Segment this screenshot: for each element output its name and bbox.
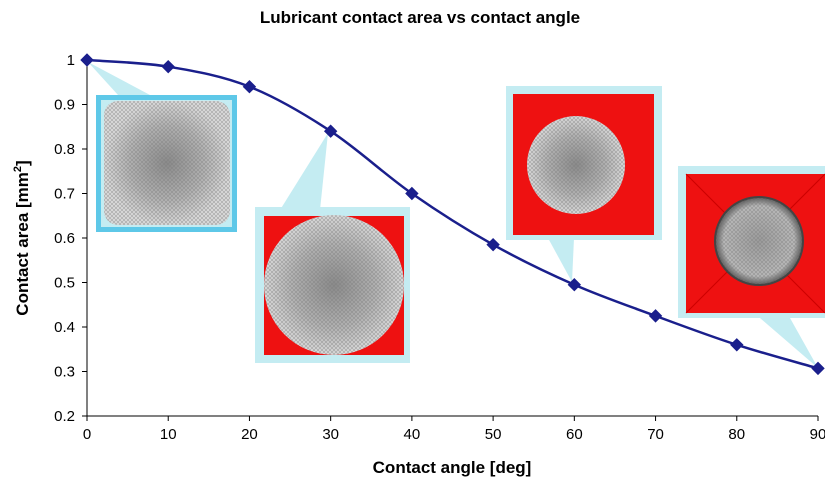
inset-image-90deg — [678, 166, 825, 368]
x-tick-label: 90 — [810, 426, 825, 443]
inset-images — [88, 62, 825, 368]
x-tick-label: 40 — [404, 426, 421, 443]
y-tick-label: 0.8 — [54, 141, 75, 158]
data-point-marker — [242, 79, 257, 94]
inset-image-60deg — [506, 86, 662, 282]
y-axis-label-main: Contact area [mm — [13, 172, 32, 316]
data-point-marker — [648, 309, 663, 323]
x-tick-label: 70 — [647, 426, 664, 443]
x-tick-label: 10 — [160, 426, 177, 443]
y-tick-label: 0.7 — [54, 186, 75, 203]
x-tick-label: 0 — [83, 426, 91, 443]
y-axis-label: Contact area [mm2] — [12, 160, 32, 315]
y-tick-label: 0.3 — [54, 364, 75, 381]
data-point-marker — [80, 53, 94, 67]
x-axis-label: Contact angle [deg] — [373, 458, 532, 477]
data-point-marker — [811, 361, 825, 376]
y-axis-label-end: ] — [13, 160, 32, 166]
data-point-marker — [161, 59, 175, 74]
y-tick-label: 0.5 — [54, 275, 75, 292]
data-point-marker — [486, 237, 500, 252]
series-line-group — [86, 58, 819, 370]
x-tick-label: 60 — [566, 426, 583, 443]
x-tick-label: 30 — [322, 426, 339, 443]
chart-title: Lubricant contact area vs contact angle — [260, 8, 580, 27]
data-point-marker — [567, 278, 582, 292]
y-tick-label: 0.2 — [54, 408, 75, 425]
y-ticks: 0.2 0.3 0.4 0.5 0.6 0.7 0.8 0.9 1 — [54, 52, 87, 425]
data-point-marker — [730, 338, 744, 352]
series-line — [86, 58, 819, 370]
x-tick-label: 20 — [241, 426, 258, 443]
x-tick-label: 80 — [728, 426, 745, 443]
y-tick-label: 1 — [67, 52, 75, 69]
x-ticks: 0 10 20 30 40 50 60 70 80 90 — [83, 416, 825, 443]
inset-image-30deg — [255, 133, 410, 363]
data-point-marker — [405, 186, 419, 201]
y-tick-label: 0.4 — [54, 319, 75, 336]
x-tick-label: 50 — [485, 426, 502, 443]
inset-image-0deg — [88, 62, 237, 232]
markers-group — [80, 53, 825, 376]
y-tick-label: 0.6 — [54, 230, 75, 247]
y-tick-label: 0.9 — [54, 97, 75, 114]
y-axis-label-sup: 2 — [12, 166, 24, 172]
data-point-marker — [323, 124, 338, 138]
